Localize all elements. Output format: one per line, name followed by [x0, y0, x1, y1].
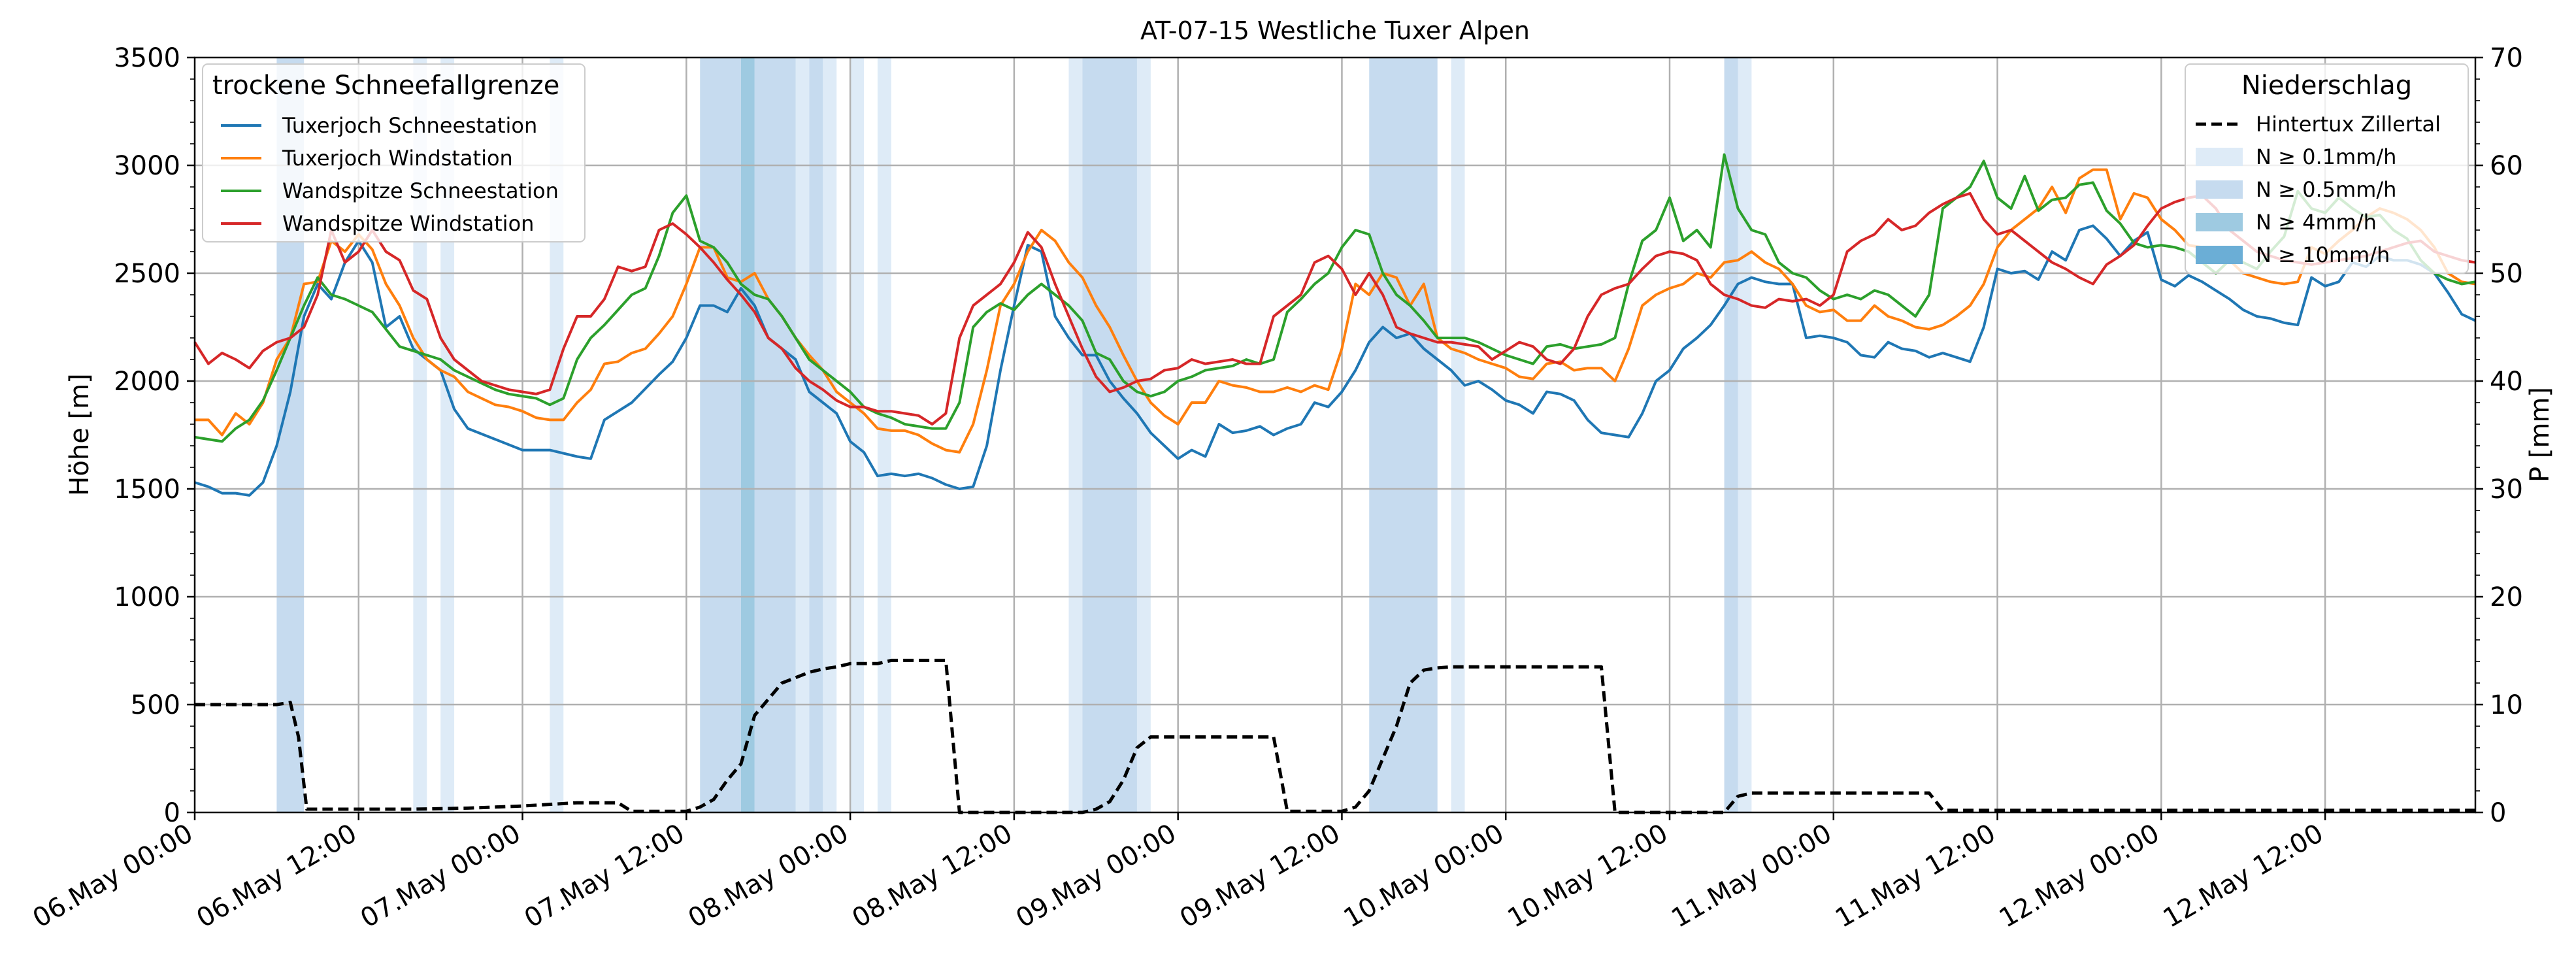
legend-precip-box — [2185, 63, 2469, 274]
y-tick-label-7: 3500 — [114, 43, 180, 73]
precip-band-8 — [809, 58, 823, 812]
precip-band-13 — [1082, 58, 1137, 812]
precip-band-5 — [740, 58, 755, 812]
precip-band-7 — [795, 58, 810, 812]
series-line-1 — [195, 168, 2476, 454]
series-line-2 — [194, 153, 2476, 443]
y-tick-label-6: 3000 — [114, 151, 180, 181]
y-axis-label: Höhe [m] — [65, 373, 95, 495]
legend-snowfall-entry-2: Wandspitze Schneestation — [282, 178, 559, 203]
precip-band-1 — [413, 58, 427, 812]
y2-tick-label-4: 40 — [2490, 367, 2523, 397]
y-tick-label-4: 2000 — [114, 367, 180, 397]
plot-frame — [193, 56, 2477, 814]
precip-band-11 — [877, 58, 891, 812]
precip-band-17 — [1724, 58, 1738, 812]
series-line-3 — [193, 192, 2476, 426]
precip-band-18 — [1738, 58, 1752, 812]
precip-band-10 — [850, 58, 865, 812]
y2-tick-label-3: 30 — [2490, 475, 2523, 505]
legend-precip-title: Niederschlag — [2241, 71, 2412, 101]
y2-tick-label-2: 20 — [2490, 582, 2523, 612]
legend-precip-swatch-2 — [2196, 180, 2243, 199]
y2-tick-label-0: 0 — [2490, 798, 2506, 828]
chart-title: AT-07-15 Westliche Tuxer Alpen — [1140, 16, 1530, 45]
legend-precip-entry-4: N ≥ 10mm/h — [2256, 242, 2390, 267]
series-line-0 — [194, 224, 2476, 497]
legend-snowfall-title: trockene Schneefallgrenze — [212, 71, 559, 101]
legend-precip-entry-1: N ≥ 0.1mm/h — [2256, 144, 2396, 169]
y-tick-label-3: 1500 — [114, 475, 180, 505]
legend-precip-swatch-1 — [2196, 148, 2243, 166]
precip-band-16 — [1451, 58, 1465, 812]
y-tick-label-1: 500 — [131, 690, 180, 720]
legend-snowfall-entry-0: Tuxerjoch Schneestation — [282, 113, 537, 138]
legend-snowfall: trockene Schneefallgrenze Tuxerjoch Schne… — [202, 63, 586, 242]
precip-band-4 — [700, 58, 741, 812]
precip-band-6 — [754, 58, 796, 812]
legend-precip: Niederschlag Hintertux Zillertal N ≥ 0.1mm… — [2185, 63, 2469, 274]
legend-precip-swatch-4 — [2196, 246, 2243, 264]
precip-band-14 — [1136, 58, 1151, 812]
legend-snowfall-entry-3: Wandspitze Windstation — [282, 211, 534, 236]
legend-snowfall-entry-1: Tuxerjoch Windstation — [282, 146, 513, 171]
precip-band-3 — [550, 58, 564, 812]
precip-band-9 — [823, 58, 837, 812]
precip-band-12 — [1068, 58, 1083, 812]
y-tick-label-0: 0 — [164, 798, 180, 828]
y-tick-label-2: 1000 — [114, 582, 180, 612]
legend-precip-entry-0: Hintertux Zillertal — [2256, 112, 2441, 137]
legend-precip-swatch-3 — [2196, 213, 2243, 231]
y2-axis-label: P [mm] — [2525, 387, 2555, 482]
legend-snowfall-box — [202, 63, 586, 242]
y2-tick-label-7: 70 — [2490, 43, 2523, 73]
y2-tick-label-5: 50 — [2490, 259, 2523, 289]
snow-lines-group — [193, 153, 2476, 497]
y2-tick-label-1: 10 — [2490, 690, 2523, 720]
legend-precip-entry-3: N ≥ 4mm/h — [2256, 210, 2377, 235]
y-tick-label-5: 2500 — [114, 259, 180, 289]
precip-band-15 — [1369, 58, 1438, 812]
precip-band-2 — [440, 58, 455, 812]
y2-tick-label-6: 60 — [2490, 151, 2523, 181]
legend-precip-entry-2: N ≥ 0.5mm/h — [2256, 177, 2396, 202]
